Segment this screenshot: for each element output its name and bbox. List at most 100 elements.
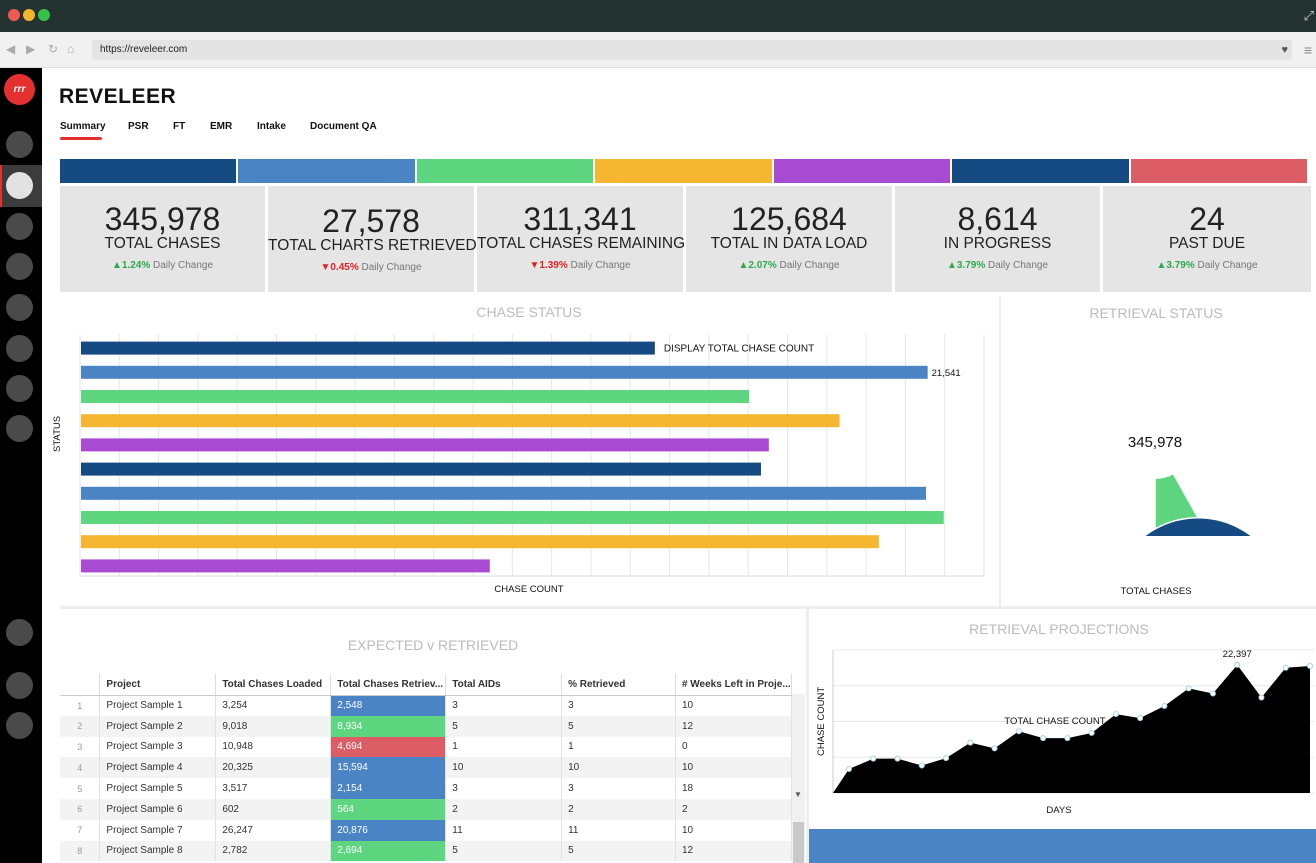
zoom-window-button[interactable] — [38, 9, 50, 21]
projection-point[interactable] — [918, 762, 925, 769]
close-window-button[interactable] — [8, 9, 20, 21]
sidebar-item-icon — [6, 415, 33, 442]
projection-point[interactable] — [1088, 729, 1095, 736]
projection-point[interactable] — [1307, 663, 1313, 670]
table-row[interactable]: 8 Project Sample 8 2,782 2,694 5 5 12 — [60, 840, 793, 862]
sidebar-item-nav-4[interactable] — [0, 246, 42, 288]
column-header-total-chases-loaded[interactable]: Total Chases Loaded — [215, 674, 332, 696]
chase-status-title: CHASE STATUS — [476, 304, 582, 320]
projection-point[interactable] — [846, 765, 852, 772]
table-header-row: Project Total Chases Loaded Total Chases… — [60, 674, 793, 696]
column-header-project[interactable]: Project — [99, 674, 217, 696]
sidebar-item-nav-8[interactable] — [0, 408, 42, 450]
fullscreen-icon[interactable]: ⤢ — [1303, 8, 1314, 23]
chase-status-bar[interactable] — [81, 511, 944, 524]
tab-ft[interactable]: FT — [173, 121, 186, 132]
sidebar-item-nav-7[interactable] — [0, 368, 42, 410]
table-row[interactable]: 6 Project Sample 6 602 564 2 2 2 — [60, 798, 793, 820]
address-bar[interactable]: https://reveleer.com ♥ — [92, 40, 1292, 60]
projection-point[interactable] — [870, 755, 877, 762]
tab-summary[interactable]: Summary — [60, 121, 106, 132]
projection-point[interactable] — [1040, 735, 1047, 742]
projection-point[interactable] — [1282, 664, 1289, 671]
chase-status-bar[interactable] — [81, 365, 928, 379]
favorite-icon[interactable]: ♥ — [1281, 44, 1288, 56]
chase-status-bar[interactable] — [81, 438, 769, 452]
projection-point[interactable] — [894, 755, 901, 762]
table-row[interactable]: 1 Project Sample 1 3,254 2,548 3 3 10 — [60, 695, 793, 716]
sidebar-item-nav-10[interactable] — [0, 665, 42, 707]
sidebar-item-nav-11[interactable] — [0, 705, 42, 747]
projection-point[interactable] — [1185, 685, 1192, 692]
tab-intake[interactable]: Intake — [257, 121, 286, 132]
sidebar-item-icon — [6, 131, 33, 158]
kpi-card-total-charts-retrieved[interactable]: 27,578 TOTAL CHARTS RETRIEVED ▼0.45% Dai… — [268, 186, 477, 292]
chase-status-bar[interactable] — [81, 486, 927, 500]
chase-status-bar[interactable] — [81, 535, 879, 549]
chase-status-chart: DISPLAY TOTAL CHASE COUNT 21,541 — [79, 334, 985, 577]
table-row[interactable]: 4 Project Sample 4 20,325 15,594 10 10 10 — [60, 757, 793, 779]
chase-status-bar[interactable] — [81, 390, 750, 403]
sidebar-item-icon — [6, 672, 33, 699]
projection-point[interactable] — [1209, 690, 1216, 697]
retrieval-status-donut: 345,978 311,341 27,578 — [1103, 386, 1250, 536]
table-row[interactable]: 7 Project Sample 7 26,247 20,876 11 11 10 — [60, 819, 793, 841]
kpi-card-total-chases[interactable]: 345,978 TOTAL CHASES ▲1.24% Daily Change — [60, 186, 265, 292]
projection-point[interactable] — [967, 739, 974, 746]
projection-point[interactable] — [1234, 661, 1241, 668]
table-scroll-thumb[interactable] — [793, 822, 804, 863]
chase-status-bar[interactable] — [81, 341, 655, 355]
home-icon[interactable]: ⌂ — [67, 42, 75, 56]
sidebar-item-nav-2[interactable] — [0, 165, 42, 207]
projection-point[interactable] — [991, 745, 998, 752]
column-header-total-aids[interactable]: Total AIDs — [445, 674, 563, 696]
cell-total-aids: 10 — [445, 757, 563, 779]
projection-point[interactable] — [1064, 735, 1071, 742]
cell-project: Project Sample 7 — [99, 819, 217, 841]
table-scrollbar[interactable]: ▼ — [792, 694, 805, 863]
cell-weeks-left: 10 — [675, 757, 793, 779]
cell-project: Project Sample 3 — [99, 736, 217, 758]
column-header-total-chases-retrieved[interactable]: Total Chases Retriev... — [330, 674, 447, 696]
kpi-card-past-due[interactable]: 24 PAST DUE ▲3.79% Daily Change — [1103, 186, 1311, 292]
sidebar-item-nav-9[interactable] — [0, 612, 42, 654]
chase-status-bar[interactable] — [81, 559, 490, 573]
kpi-card-total-chases-remaining[interactable]: 311,341 TOTAL CHASES REMAINING ▼1.39% Da… — [477, 186, 685, 292]
sidebar-item-nav-5[interactable] — [0, 287, 42, 329]
projection-point[interactable] — [1161, 703, 1168, 710]
projection-point[interactable] — [1258, 694, 1265, 701]
projection-point[interactable] — [1112, 711, 1119, 718]
back-icon[interactable]: ◀ — [6, 42, 16, 56]
projection-point[interactable] — [1137, 715, 1144, 722]
table-row[interactable]: 3 Project Sample 3 10,948 4,694 1 1 0 — [60, 736, 793, 758]
scroll-down-icon[interactable]: ▼ — [794, 790, 802, 799]
cell-total-chases-loaded: 2,782 — [215, 840, 332, 862]
reveleer-logo[interactable]: rrr — [4, 74, 35, 105]
column-header-pct-retrieved[interactable]: % Retrieved — [561, 674, 676, 696]
chase-status-bar[interactable] — [81, 414, 840, 428]
expected-retrieved-title: EXPECTED v RETRIEVED — [347, 637, 519, 653]
kpi-card-in-progress[interactable]: 8,614 IN PROGRESS ▲3.79% Daily Change — [895, 186, 1100, 292]
reload-icon[interactable]: ↻ — [48, 42, 59, 56]
sidebar-item-nav-6[interactable] — [0, 328, 42, 370]
browser-menu-icon[interactable]: ≡ — [1303, 42, 1312, 58]
column-header-weeks-left[interactable]: # Weeks Left in Proje... — [675, 674, 793, 696]
chart-annotation: TOTAL CHASE COUNT — [1004, 716, 1105, 727]
tab-emr[interactable]: EMR — [210, 121, 233, 132]
kpi-card-total-in-data-load[interactable]: 125,684 TOTAL IN DATA LOAD ▲2.07% Daily … — [686, 186, 892, 292]
sidebar-item-icon — [6, 375, 33, 402]
tab-psr[interactable]: PSR — [128, 121, 149, 132]
table-row[interactable]: 2 Project Sample 2 9,018 8,934 5 5 12 — [60, 715, 793, 737]
cell-total-aids: 3 — [445, 695, 563, 716]
forward-icon[interactable]: ▶ — [26, 42, 36, 56]
tab-document-qa[interactable]: Document QA — [310, 121, 377, 132]
minimize-window-button[interactable] — [23, 9, 35, 21]
sidebar-item-nav-3[interactable] — [0, 206, 42, 248]
sidebar-item-nav-1[interactable] — [0, 124, 42, 166]
chase-status-bar[interactable] — [81, 462, 761, 476]
projection-point[interactable] — [1015, 728, 1022, 735]
table-row[interactable]: 5 Project Sample 5 3,517 2,154 3 3 18 — [60, 778, 793, 799]
color-strip-segment — [1130, 159, 1307, 183]
kpi-value: 311,341 — [523, 201, 637, 237]
projection-point[interactable] — [943, 755, 950, 762]
